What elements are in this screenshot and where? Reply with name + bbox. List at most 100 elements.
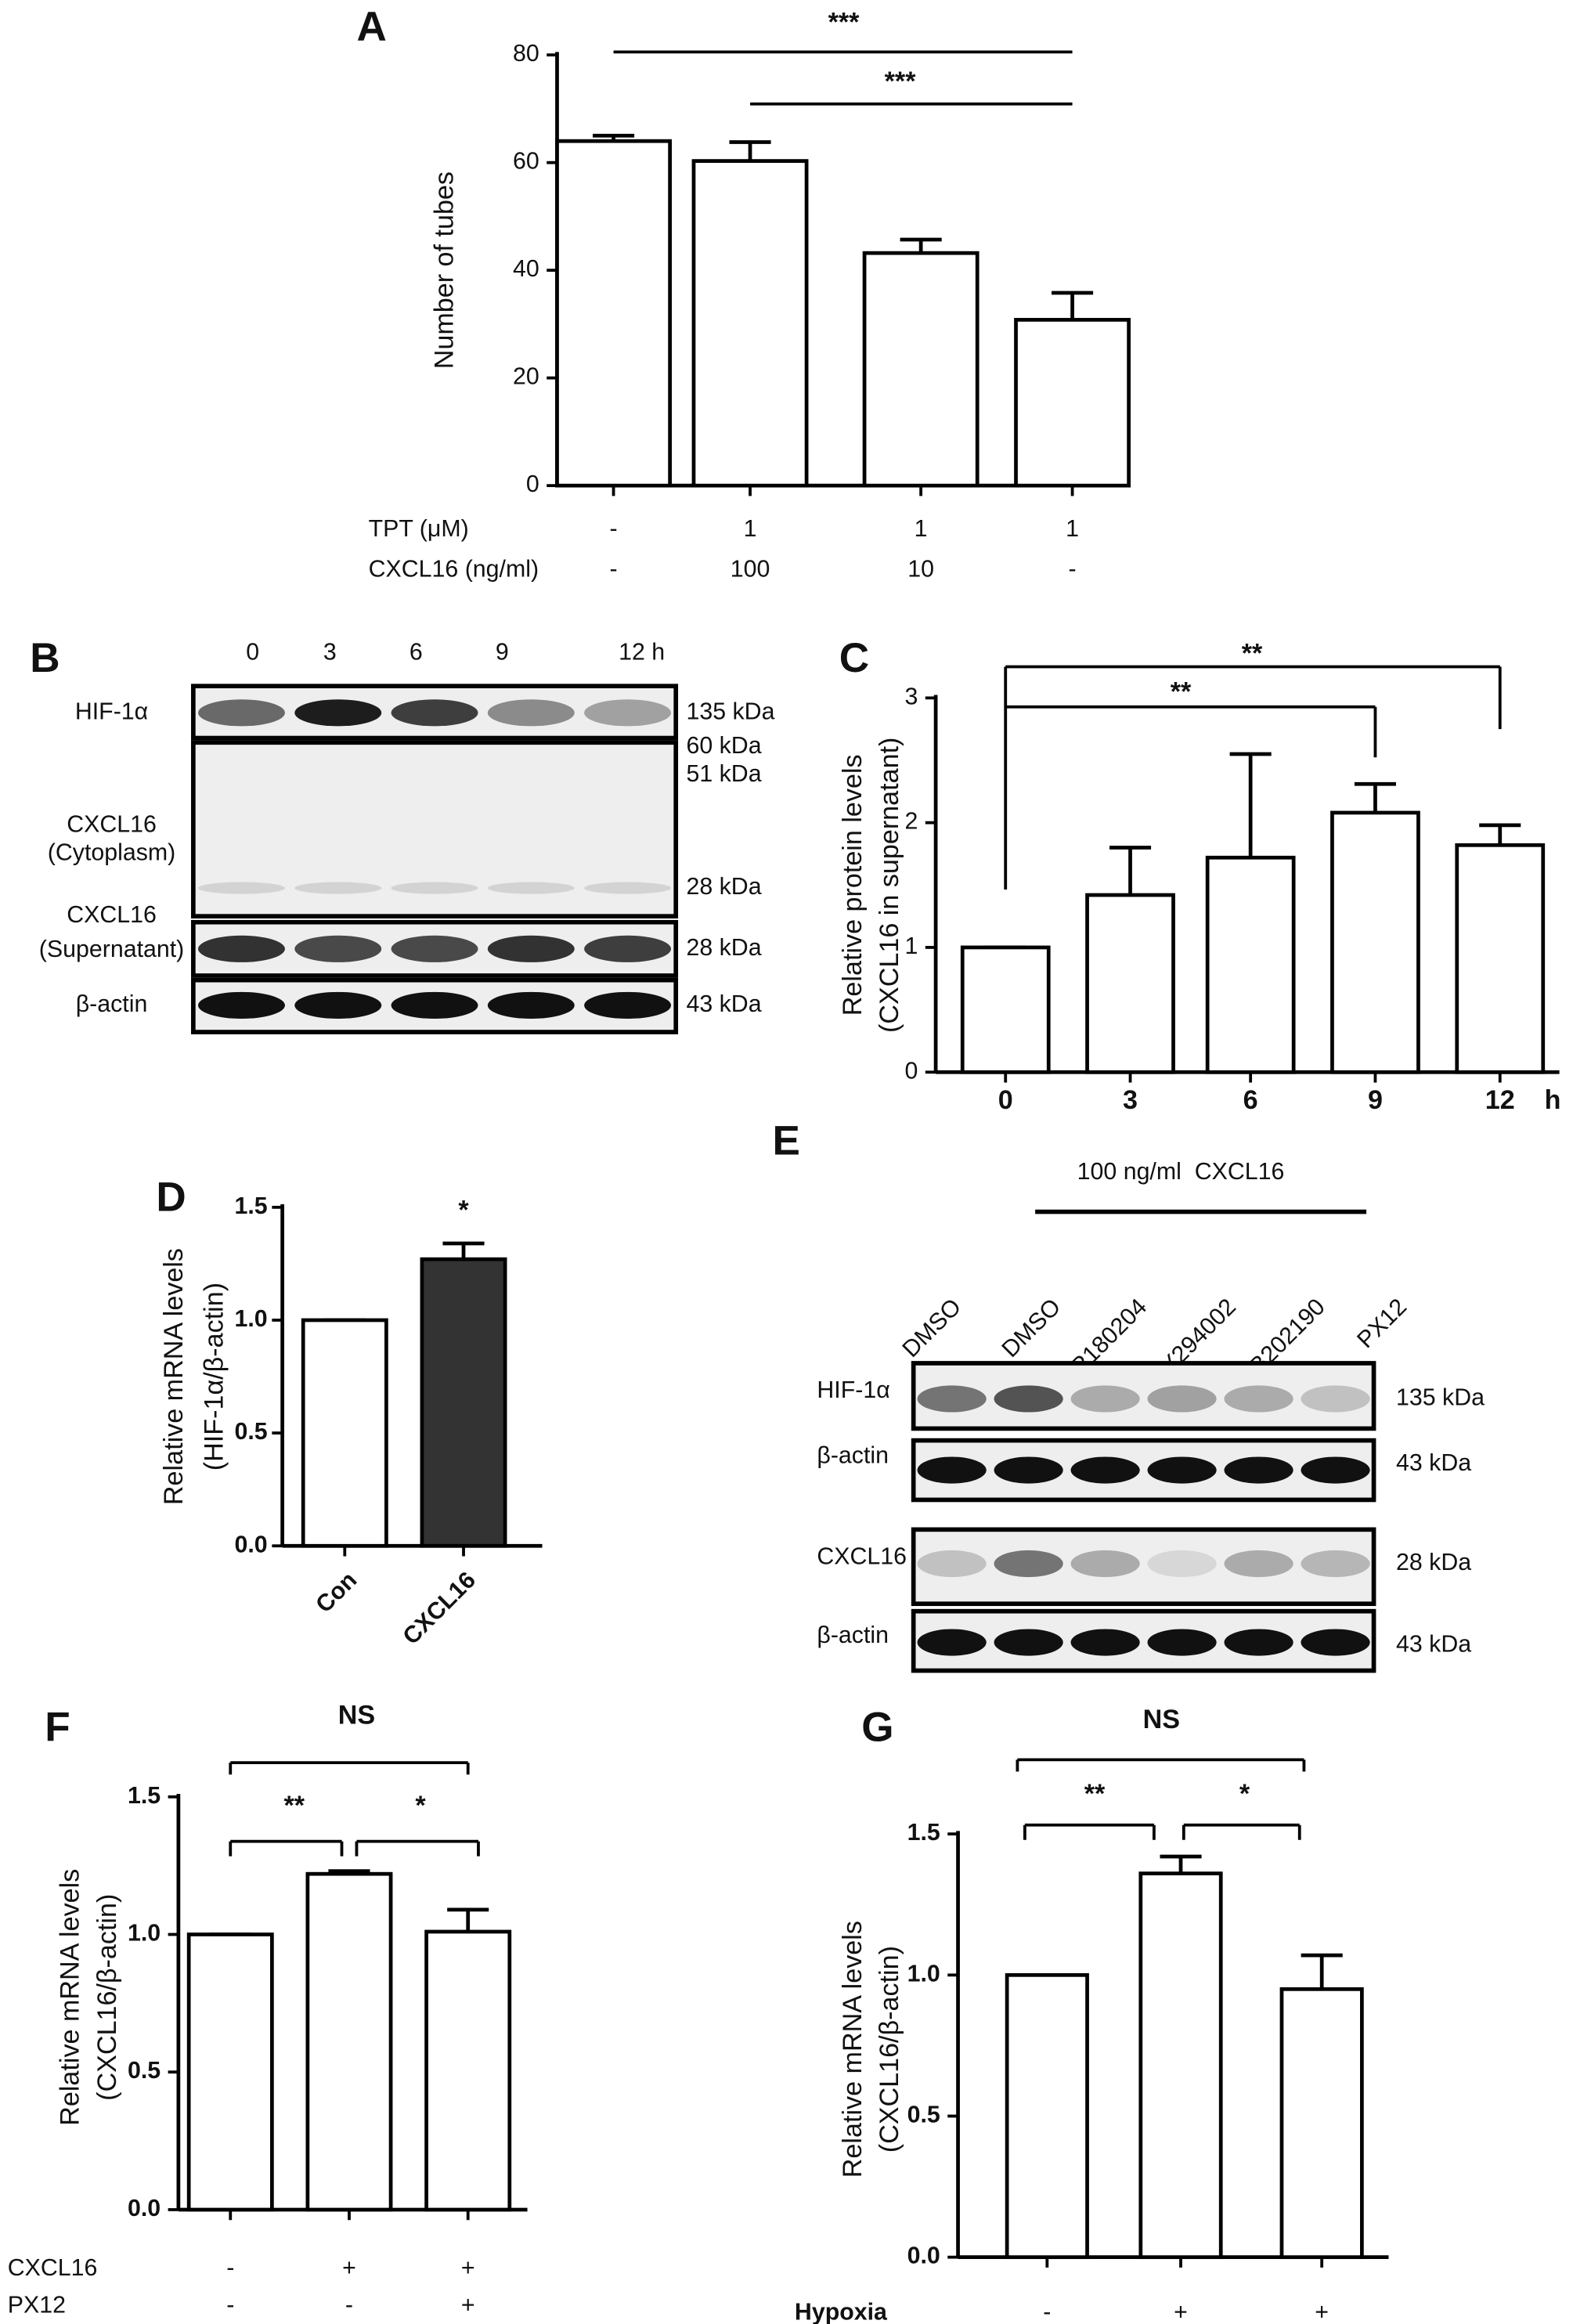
y-tick-label: 0.5 <box>235 1419 268 1445</box>
significance-label: ** <box>1242 638 1263 668</box>
condition-name: CXCL16 (ng/ml) <box>369 556 539 582</box>
blot-band <box>294 699 382 727</box>
blot-band <box>917 1385 987 1413</box>
panel-letter: F <box>45 1704 70 1750</box>
blot-band <box>584 991 672 1019</box>
bar <box>862 251 980 488</box>
bar <box>1085 893 1175 1074</box>
significance-label: *** <box>828 7 860 37</box>
y-tick-label: 20 <box>513 364 539 390</box>
panel-letter: G <box>861 1704 893 1750</box>
blot-row-label: HIF-1α <box>817 1377 889 1403</box>
y-tick-label: 1.0 <box>907 1961 940 1987</box>
blot-band <box>1070 1456 1140 1484</box>
blot-box <box>911 1527 1376 1607</box>
blot-band <box>994 1385 1063 1413</box>
bar <box>1330 810 1420 1074</box>
marker-label: 60 kDa <box>686 733 761 759</box>
significance-label: *** <box>885 67 917 96</box>
y-tick-label: 1.0 <box>235 1306 268 1332</box>
blot-band <box>391 882 478 894</box>
bar <box>1005 1972 1089 2260</box>
lane-label: 12 h <box>619 639 665 665</box>
blot-band <box>917 1456 987 1484</box>
y-tick-label: 1.5 <box>128 1783 161 1809</box>
blot-row-label: β-actin <box>76 991 148 1017</box>
blot-band <box>1224 1456 1293 1484</box>
panel-letter: C <box>839 635 869 681</box>
y-tick-label: 60 <box>513 149 539 175</box>
blot-row-label: CXCL16 <box>67 902 157 928</box>
y-tick-label: 0 <box>904 1058 918 1084</box>
condition-value: 10 <box>907 556 934 582</box>
blot-band <box>584 699 672 727</box>
blot-band <box>1147 1629 1217 1656</box>
y-tick-label: 40 <box>513 256 539 282</box>
lane-label: DMSO <box>897 1294 966 1362</box>
panel-letter: E <box>772 1117 799 1164</box>
marker-label: 43 kDa <box>1396 1450 1471 1476</box>
y-tick-label: 2 <box>904 809 918 835</box>
panel-letter: A <box>356 4 386 50</box>
significance-label: * <box>415 1791 426 1821</box>
blot-band <box>198 991 285 1019</box>
condition-value: 100 <box>731 556 770 582</box>
condition-value: - <box>345 2292 353 2318</box>
y-tick-label: 0.0 <box>128 2196 161 2221</box>
condition-name: Hypoxia <box>795 2300 888 2324</box>
lane-label: PX12 <box>1352 1294 1412 1353</box>
blot-band <box>391 991 478 1019</box>
marker-label: 43 kDa <box>686 991 761 1017</box>
bar <box>691 159 809 488</box>
blot-band <box>1147 1456 1217 1484</box>
marker-label: 28 kDa <box>686 874 761 900</box>
x-tick-label: Con <box>311 1567 362 1618</box>
marker-label: 135 kDa <box>1396 1385 1485 1411</box>
lane-label: 3 <box>323 639 337 665</box>
blot-box <box>911 1361 1376 1431</box>
blot-band <box>1301 1456 1370 1484</box>
y-tick-label: 1.5 <box>907 1820 940 1846</box>
blot-band <box>294 991 382 1019</box>
blot-band <box>917 1550 987 1578</box>
y-axis-label: (CXCL16/β-actin) <box>92 1894 122 2101</box>
marker-label: 135 kDa <box>686 698 774 724</box>
blot-row-label: (Supernatant) <box>39 936 184 962</box>
y-axis-label: (CXCL16/β-actin) <box>875 1946 904 2153</box>
blot-band <box>1301 1550 1370 1578</box>
y-tick-label: 80 <box>513 41 539 67</box>
significance-label: * <box>458 1196 469 1225</box>
significance-label: ** <box>1171 677 1192 707</box>
marker-label: 43 kDa <box>1396 1631 1471 1657</box>
blot-row-label: CXCL16 <box>67 811 157 837</box>
condition-name: CXCL16 <box>8 2255 98 2281</box>
blot-row-label: HIF-1α <box>75 698 148 724</box>
blot-band <box>1147 1385 1217 1413</box>
blot-band <box>1070 1385 1140 1413</box>
condition-value: - <box>226 2255 234 2281</box>
bar <box>420 1257 507 1548</box>
condition-value: + <box>461 2292 475 2318</box>
condition-value: - <box>1069 556 1077 582</box>
blot-band <box>994 1629 1063 1656</box>
bar <box>1014 318 1131 488</box>
blot-band <box>294 935 382 962</box>
condition-value: - <box>610 556 618 582</box>
blot-band <box>994 1456 1063 1484</box>
lane-label: 0 <box>246 639 259 665</box>
bar <box>1455 843 1546 1074</box>
bar <box>960 945 1051 1074</box>
y-tick-label: 1 <box>904 933 918 959</box>
blot-band <box>917 1629 987 1656</box>
condition-value: 1 <box>744 516 757 542</box>
blot-band <box>294 882 382 894</box>
y-tick-label: 1.5 <box>235 1193 268 1219</box>
condition-value: - <box>226 2292 234 2318</box>
blot-band <box>994 1550 1063 1578</box>
blot-band <box>1224 1629 1293 1656</box>
blot-row-label: (Cytoplasm) <box>48 839 175 865</box>
y-tick-label: 1.0 <box>128 1921 161 1947</box>
marker-label: 28 kDa <box>686 935 761 961</box>
x-tick-label: 9 <box>1368 1085 1383 1115</box>
